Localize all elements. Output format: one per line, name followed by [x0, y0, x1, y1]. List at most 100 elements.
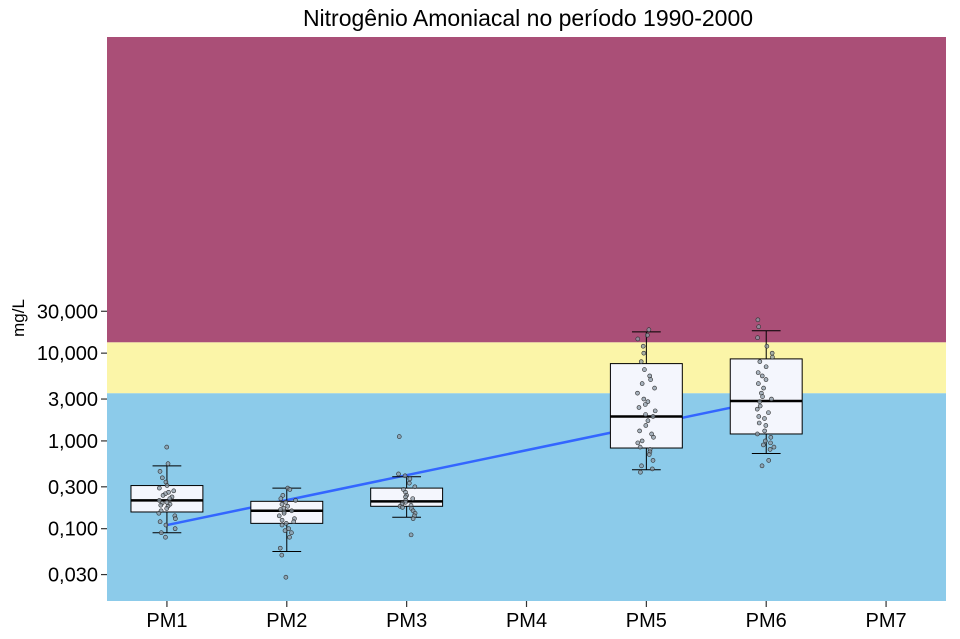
point-pm2-6 — [279, 501, 285, 507]
point-pm5-25 — [635, 440, 641, 446]
point-pm2-21 — [289, 530, 294, 536]
y-tick-label-4: 3,000 — [48, 389, 98, 411]
x-tick-label-pm2: PM2 — [266, 610, 307, 632]
y-axis-label: mg/L — [9, 299, 28, 337]
point-pm5-2 — [635, 336, 641, 342]
point-pm2-20 — [282, 528, 288, 533]
point-pm5-11 — [635, 390, 640, 396]
point-pm1-21 — [156, 510, 162, 516]
point-pm5-14 — [642, 402, 648, 407]
box-body-pm5 — [609, 363, 683, 449]
point-pm6-31 — [767, 447, 773, 452]
y-tick-label-3: 1,000 — [48, 431, 98, 453]
y-tick-label-1: 0,100 — [48, 519, 98, 541]
point-pm3-22 — [410, 516, 416, 521]
point-pm5-0 — [646, 327, 652, 332]
x-tick-label-pm6: PM6 — [746, 610, 787, 632]
point-pm6-6 — [757, 359, 763, 364]
point-pm3-2 — [402, 473, 408, 479]
point-pm5-16 — [652, 408, 658, 414]
point-pm1-24 — [157, 519, 163, 525]
point-pm6-24 — [762, 428, 767, 434]
point-pm6-14 — [760, 394, 765, 399]
point-pm5-17 — [643, 412, 648, 417]
point-pm5-32 — [650, 466, 655, 472]
point-pm3-10 — [410, 496, 416, 501]
point-pm6-28 — [768, 440, 773, 446]
point-pm5-13 — [645, 399, 651, 404]
point-pm2-9 — [278, 507, 283, 512]
point-pm2-1 — [287, 487, 293, 492]
point-pm2-15 — [279, 517, 285, 523]
box-pm6 — [729, 330, 803, 454]
point-pm1-5 — [164, 483, 170, 488]
point-pm6-25 — [755, 431, 760, 437]
y-axis: 0,030 0,100 0,300 1,000 3,000 10,000 30,000 — [37, 301, 107, 587]
point-pm3-3 — [407, 476, 413, 482]
point-pm5-26 — [637, 444, 643, 450]
point-pm5-8 — [648, 377, 653, 382]
point-pm6-32 — [766, 458, 772, 463]
point-pm1-1 — [165, 461, 171, 467]
point-pm5-30 — [650, 458, 656, 463]
point-pm1-7 — [171, 488, 177, 494]
point-pm6-16 — [757, 399, 762, 404]
y-tick-label-6: 30,000 — [37, 301, 98, 323]
point-pm2-4 — [293, 498, 298, 503]
y-tick-label-0: 0,030 — [48, 565, 98, 587]
point-pm1-17 — [158, 502, 164, 508]
point-pm3-0 — [396, 434, 402, 439]
point-pm3-17 — [400, 505, 405, 510]
threshold-bands — [107, 37, 946, 601]
point-pm2-23 — [277, 545, 283, 551]
point-pm5-33 — [638, 469, 643, 475]
point-pm5-23 — [651, 434, 656, 440]
x-axis: PM1 PM2 PM3 PM4 PM5 PM6 PM7 — [146, 601, 907, 632]
point-pm6-15 — [769, 396, 774, 402]
data-points — [156, 317, 777, 580]
point-pm2-13 — [276, 513, 282, 519]
point-pm2-17 — [283, 521, 289, 526]
point-pm2-24 — [279, 552, 285, 558]
box-pm5 — [609, 331, 683, 471]
point-pm6-3 — [764, 343, 770, 349]
point-pm1-6 — [157, 485, 162, 491]
boxplots — [130, 330, 803, 552]
point-pm1-25 — [163, 522, 169, 528]
point-pm6-10 — [763, 377, 769, 382]
point-pm5-12 — [641, 396, 647, 402]
point-pm6-30 — [771, 444, 777, 450]
point-pm2-16 — [291, 519, 296, 525]
x-tick-label-pm7: PM7 — [866, 610, 907, 632]
point-pm6-33 — [759, 463, 765, 469]
point-pm5-29 — [646, 452, 652, 457]
point-pm1-3 — [160, 475, 165, 481]
point-pm2-3 — [278, 496, 284, 501]
point-pm6-0 — [755, 317, 761, 323]
band-1 — [107, 342, 946, 394]
point-pm5-5 — [638, 359, 644, 364]
point-pm1-2 — [157, 469, 163, 474]
point-pm1-23 — [173, 516, 178, 521]
point-pm5-24 — [639, 438, 645, 444]
point-pm2-12 — [281, 510, 287, 516]
point-pm5-4 — [641, 350, 647, 356]
x-tick-label-pm5: PM5 — [626, 610, 667, 632]
point-pm6-8 — [755, 370, 761, 375]
point-pm2-18 — [279, 522, 285, 528]
point-pm1-10 — [160, 493, 166, 498]
x-tick-label-pm4: PM4 — [506, 610, 547, 632]
point-pm1-0 — [164, 444, 170, 450]
point-pm2-22 — [287, 534, 292, 540]
point-pm6-21 — [762, 416, 767, 421]
point-pm1-28 — [163, 534, 168, 540]
point-pm6-17 — [757, 403, 763, 409]
point-pm5-21 — [637, 428, 642, 434]
point-pm6-22 — [756, 420, 762, 426]
point-pm6-12 — [761, 385, 766, 391]
point-pm2-19 — [286, 526, 291, 531]
point-pm5-20 — [643, 423, 649, 428]
point-pm2-10 — [289, 508, 294, 514]
point-pm5-9 — [639, 381, 645, 386]
point-pm3-23 — [408, 532, 414, 538]
